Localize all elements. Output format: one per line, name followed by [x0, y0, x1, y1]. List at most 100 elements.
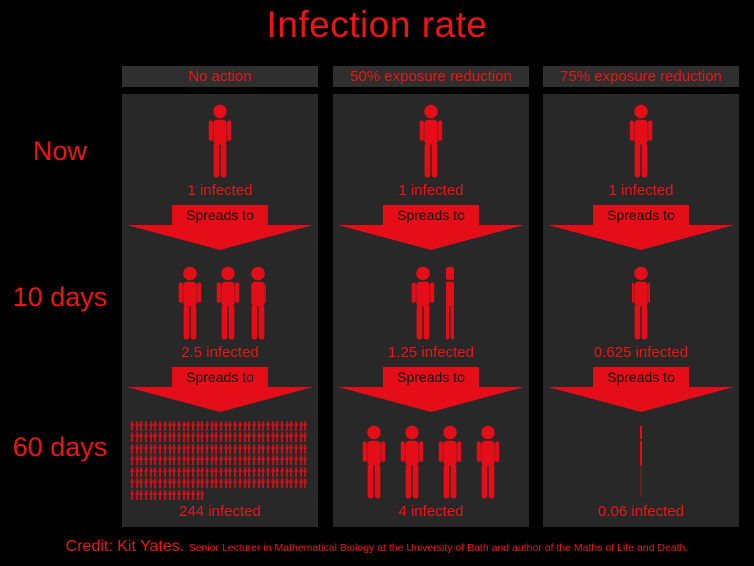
- figure-group: [338, 104, 524, 179]
- person-icon: [191, 432, 195, 443]
- spreads-to-arrow: Spreads to: [338, 205, 524, 250]
- person-icon: [261, 443, 265, 455]
- spreads-to-arrow: Spreads to: [338, 367, 524, 412]
- person-icon: [144, 420, 148, 432]
- figure-group: [548, 425, 734, 500]
- person-icon: [158, 443, 162, 455]
- person-icon: [163, 420, 167, 432]
- person-icon: [233, 443, 237, 455]
- person-icon: [130, 443, 134, 455]
- person-icon: [228, 478, 233, 489]
- cell-now: 1 infected: [338, 100, 524, 200]
- person-icon: [139, 432, 144, 443]
- person-icon: [228, 466, 233, 478]
- person-icon: [149, 478, 153, 489]
- infected-count-label: 4 infected: [398, 503, 464, 520]
- person-icon: [280, 432, 284, 443]
- cell-now: 1 infected: [548, 100, 734, 200]
- person-icon: [285, 466, 289, 478]
- person-icon: [214, 420, 219, 432]
- infected-count-label: 1 infected: [398, 182, 464, 199]
- person-icon: [299, 478, 303, 489]
- person-icon: [182, 420, 186, 432]
- person-icon: [144, 466, 148, 478]
- person-icon: [214, 466, 219, 478]
- person-icon: [224, 432, 228, 443]
- person-icon: [408, 266, 438, 341]
- person-icon: [626, 104, 656, 179]
- person-icon: [191, 443, 195, 455]
- person-icon: [219, 443, 223, 455]
- person-icon: [233, 466, 237, 478]
- column-header-75-reduction: 75% exposure reduction: [543, 66, 739, 87]
- person-icon: [214, 478, 219, 489]
- person-icon: [303, 432, 308, 443]
- person-icon: [257, 466, 261, 478]
- person-icon: [168, 466, 172, 478]
- person-icon: [219, 455, 223, 466]
- credit-line: Credit: Kit Yates. Senior Lecturer in Ma…: [0, 538, 754, 556]
- person-icon: [172, 443, 176, 455]
- person-icon: [210, 466, 214, 478]
- person-icon: [285, 443, 289, 455]
- person-icon: [214, 432, 219, 443]
- person-icon: [280, 478, 284, 489]
- person-icon: [224, 478, 228, 489]
- person-icon: [177, 443, 181, 455]
- person-icon: [213, 266, 243, 341]
- person-icon: [168, 478, 172, 489]
- person-icon: [168, 420, 172, 432]
- person-icon: [289, 432, 294, 443]
- person-icon: [168, 443, 172, 455]
- person-icon: [149, 466, 153, 478]
- person-icon: [135, 489, 139, 501]
- person-icon: [200, 443, 204, 455]
- person-icon: [196, 455, 200, 466]
- person-icon: [139, 455, 144, 466]
- person-icon: [191, 478, 195, 489]
- person-icon: [196, 420, 200, 432]
- person-icon: [139, 466, 144, 478]
- person-icon: [219, 478, 223, 489]
- person-icon: [257, 443, 261, 455]
- person-icon: [144, 489, 148, 501]
- person-icon: [149, 489, 153, 501]
- person-icon: [303, 455, 308, 466]
- person-icon: [130, 455, 134, 466]
- person-icon: [139, 443, 144, 455]
- person-icon: [205, 420, 209, 432]
- person-icon: [275, 432, 279, 443]
- person-icon: [271, 432, 275, 443]
- person-icon: [285, 432, 289, 443]
- person-icon: [168, 489, 172, 501]
- person-icon: [238, 420, 242, 432]
- person-icon: [397, 425, 427, 500]
- person-icon: [149, 420, 153, 432]
- person-icon: [205, 466, 209, 478]
- person-icon: [416, 104, 446, 179]
- person-icon: [182, 432, 186, 443]
- person-icon: [289, 443, 294, 455]
- down-arrow-icon: [338, 387, 524, 412]
- person-icon: [177, 489, 181, 501]
- person-icon: [243, 466, 247, 478]
- person-icon: [271, 478, 275, 489]
- person-icon: [266, 466, 270, 478]
- infected-count-label: 244 infected: [179, 503, 261, 520]
- person-icon: [233, 478, 237, 489]
- person-icon: [205, 478, 209, 489]
- person-icon: [266, 455, 270, 466]
- person-icon: [182, 466, 186, 478]
- person-icon: [224, 420, 228, 432]
- person-icon: [435, 425, 465, 500]
- person-icon: [144, 432, 148, 443]
- person-icon: [163, 489, 167, 501]
- person-icon: [275, 443, 279, 455]
- person-icon: [177, 455, 181, 466]
- person-icon: [144, 478, 148, 489]
- person-icon: [299, 432, 303, 443]
- person-icon: [228, 443, 233, 455]
- person-icon: [289, 420, 294, 432]
- person-icon: [135, 466, 139, 478]
- person-icon: [247, 466, 251, 478]
